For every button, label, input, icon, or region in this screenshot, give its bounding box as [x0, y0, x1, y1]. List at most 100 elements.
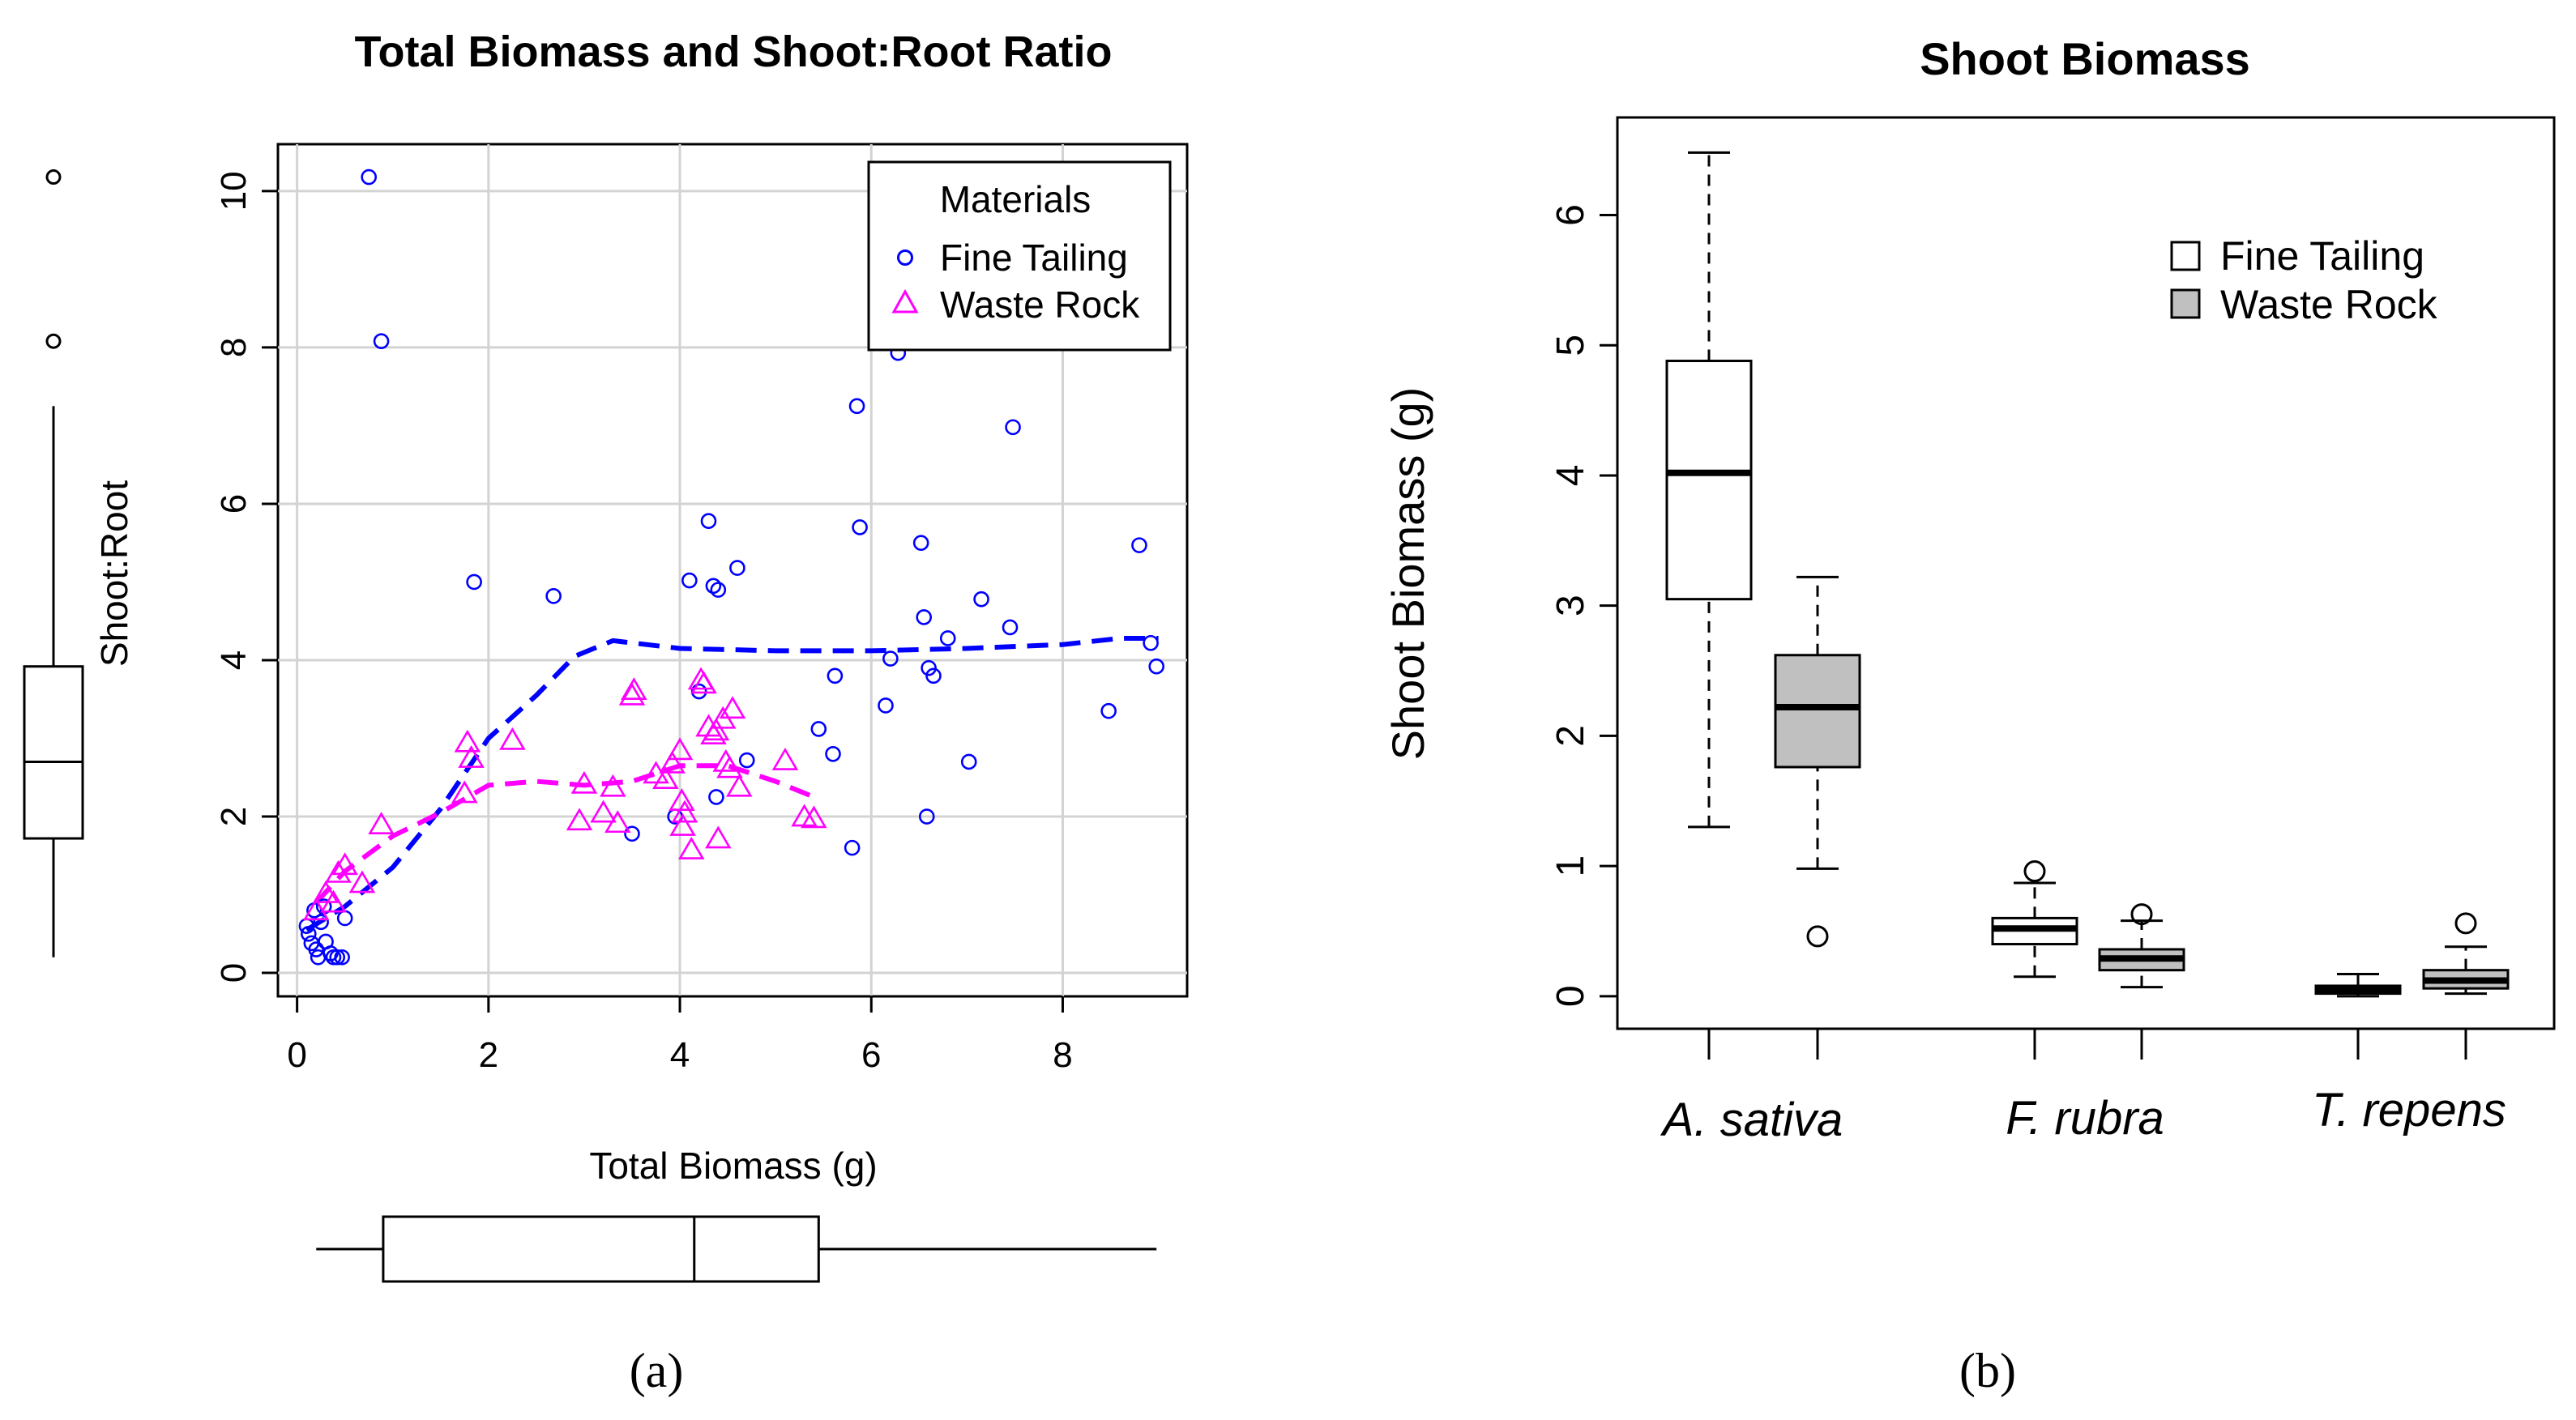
outlier [2023, 860, 2046, 883]
y-tick-label: 4 [214, 650, 254, 670]
point-waste-rock [703, 718, 730, 741]
chart-a-x-label: Total Biomass (g) [589, 1145, 877, 1187]
box-f-rubra-fine-tailing [1991, 860, 2078, 979]
x-category-label: F. rubra [2006, 1092, 2164, 1145]
chart-a-legend-title: Materials [940, 178, 1091, 220]
y-tick-label: 8 [214, 338, 254, 357]
point-waste-rock [669, 788, 695, 812]
point-waste-rock [716, 755, 743, 778]
smoother-fine-tailing [305, 636, 1159, 932]
point-fine-tailing [921, 659, 937, 676]
point-waste-rock [566, 808, 593, 831]
point-fine-tailing [960, 753, 977, 770]
point-fine-tailing [336, 910, 353, 927]
point-waste-rock [669, 813, 696, 836]
chart-b-x-axis: A. sativa F. rubra T. repens [1660, 1029, 2506, 1146]
point-waste-rock [652, 766, 679, 789]
point-fine-tailing [1005, 419, 1021, 436]
chart-a-legend-box [867, 160, 1172, 352]
chart-a-x-axis: 0 2 4 6 8 [287, 996, 1073, 1075]
chart-b-y-axis: 0 1 2 3 4 5 6 [1549, 204, 1618, 1007]
point-fine-tailing [313, 914, 329, 931]
point-fine-tailing [1100, 702, 1117, 719]
y-tick-label: 2 [1549, 725, 1592, 747]
point-waste-rock [801, 805, 827, 829]
point-waste-rock [618, 682, 646, 706]
point-waste-rock [570, 770, 598, 794]
point-fine-tailing [1148, 658, 1165, 675]
point-fine-tailing [308, 941, 325, 957]
panel-a: Total Biomass and Shoot:Root Ratio 0 2 4 6 8… [23, 28, 1189, 1397]
box-f-rubra-waste-rock [2098, 903, 2185, 989]
point-fine-tailing [848, 398, 865, 415]
point-waste-rock [312, 881, 340, 903]
panel-b: Shoot Biomass 0 1 2 3 4 5 6 A. sativa F. rubra T… [1382, 33, 2556, 1397]
point-fine-tailing [852, 519, 868, 535]
point-waste-rock [659, 750, 686, 774]
legend-swatch-fine-tailing [2170, 241, 2201, 271]
point-waste-rock [348, 870, 376, 893]
point-fine-tailing [624, 825, 640, 842]
x-category-label: A. sativa [1660, 1094, 1843, 1146]
panel-a-label: (a) [630, 1344, 684, 1397]
point-fine-tailing [329, 949, 346, 966]
chart-a-y-label: Shoot:Root [93, 480, 135, 667]
chart-a-legend: Materials Fine Tailing Waste Rock [867, 160, 1172, 352]
chart-a-smoothers [305, 636, 1159, 932]
total-biomass-marginal-boxplot [316, 1215, 1157, 1283]
point-fine-tailing [705, 578, 722, 595]
y-tick-label: 6 [214, 494, 254, 514]
y-tick-label: 6 [1549, 204, 1592, 226]
box-t-repens-fine-tailing [2314, 973, 2402, 998]
chart-b-legend-fine-tailing: Fine Tailing [2220, 233, 2424, 279]
point-waste-rock [320, 889, 347, 913]
x-tick-label: 0 [287, 1035, 306, 1075]
y-tick-label: 3 [1549, 595, 1592, 616]
point-fine-tailing [916, 609, 933, 625]
point-fine-tailing [545, 588, 562, 604]
box-a-sativa-waste-rock [1774, 575, 1861, 948]
box-t-repens-waste-rock [2422, 912, 2510, 996]
point-fine-tailing [300, 925, 317, 942]
x-tick-label: 2 [479, 1035, 498, 1075]
outlier [45, 169, 62, 185]
point-fine-tailing [1143, 634, 1159, 651]
point-fine-tailing [681, 572, 698, 589]
point-fine-tailing [827, 667, 844, 684]
point-waste-rock [621, 677, 647, 700]
point-fine-tailing [738, 752, 755, 769]
chart-b-legend: Fine Tailing Waste Rock [2170, 233, 2438, 327]
point-fine-tailing [925, 667, 942, 684]
chart-b-legend-waste-rock: Waste Rock [2220, 282, 2438, 327]
point-fine-tailing [810, 721, 827, 737]
point-waste-rock [666, 737, 694, 761]
chart-a-points [298, 168, 1165, 966]
point-fine-tailing [708, 789, 724, 805]
point-fine-tailing [700, 513, 717, 529]
outlier [2454, 912, 2477, 935]
point-waste-rock [690, 671, 717, 694]
chart-a-legend-waste-rock: Waste Rock [940, 284, 1140, 326]
point-waste-rock [726, 774, 753, 797]
point-fine-tailing [1131, 537, 1147, 553]
x-tick-label: 8 [1053, 1035, 1072, 1075]
point-waste-rock [590, 800, 617, 823]
outlier [45, 333, 62, 349]
point-waste-rock [302, 898, 330, 921]
point-waste-rock [705, 825, 732, 849]
point-waste-rock [499, 727, 526, 750]
panel-b-label: (b) [1959, 1344, 2016, 1397]
legend-circle-marker [897, 249, 913, 266]
point-fine-tailing [918, 808, 935, 825]
point-waste-rock [368, 812, 395, 834]
box-a-sativa-fine-tailing [1665, 151, 1753, 829]
point-waste-rock [671, 800, 698, 823]
point-fine-tailing [361, 168, 378, 185]
x-tick-label: 6 [861, 1035, 881, 1075]
point-waste-rock [331, 852, 358, 876]
point-waste-rock [325, 859, 352, 883]
legend-triangle-marker [891, 288, 919, 313]
y-tick-label: 0 [1549, 985, 1592, 1007]
point-waste-rock [454, 729, 481, 753]
